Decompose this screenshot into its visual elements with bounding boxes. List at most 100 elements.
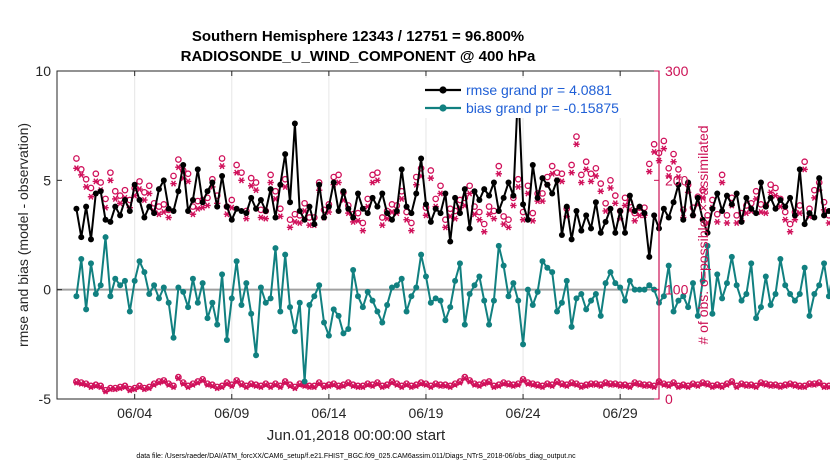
bias-point [748,260,755,267]
legend-rmse-marker [439,86,447,94]
bias-point [228,295,235,302]
obs-assimilated-point [121,383,129,391]
obs-assimilated-point [811,381,818,388]
bias-point [481,297,488,304]
obs-assimilated-point [500,380,507,387]
rmse-point [204,188,211,195]
obs-assimilated-point [782,216,789,223]
rmse-point [388,216,395,223]
obs-possible-point [718,171,726,179]
rmse-point [437,210,444,217]
rmse-point [311,221,318,228]
bias-point [602,280,609,287]
rmse-point [466,225,473,232]
obs-assimilated-point [320,383,328,391]
bias-point [185,304,192,311]
rmse-point [821,212,828,219]
obs-assimilated-point [194,379,201,386]
obs-assimilated-point [218,383,226,391]
bias-point [685,304,692,311]
obs-possible-point [602,199,609,207]
bias-point [97,282,104,289]
rmse-point [97,188,104,195]
rmse-point [680,216,687,223]
rmse-point [170,207,177,214]
bias-point [665,262,672,269]
obs-assimilated-point [272,381,279,388]
obs-assimilated-point [757,380,765,387]
obs-possible-point [77,166,85,173]
rmse-point [573,207,580,214]
rmse-point [418,155,425,162]
bias-point [325,332,332,339]
legend-bias-marker [439,104,447,112]
bias-point [791,297,798,304]
obs-possible-point [485,203,493,210]
rmse-point [257,197,264,204]
obs-possible-point [184,170,192,178]
obs-assimilated-point [354,217,362,224]
bias-point [330,306,337,313]
obs-assimilated-point [578,383,585,391]
rmse-point [272,214,279,221]
bias-point [486,321,493,328]
bias-point [267,295,274,302]
bias-point [806,312,813,319]
bias-point [554,308,561,315]
bias-point [626,277,633,284]
obs-possible-point [408,219,415,227]
bias-point [199,280,206,287]
rmse-point [723,192,730,199]
obs-assimilated-point [592,172,600,180]
bias-point [432,295,439,302]
rmse-point [714,190,721,197]
rmse-point [704,229,711,236]
obs-assimilated-point [238,381,245,388]
rmse-point [607,205,614,212]
rmse-point [476,197,483,204]
bias-point [592,291,599,298]
bias-line [75,236,830,383]
rmse-point [490,179,497,186]
obs-assimilated-point [670,158,677,165]
obs-possible-point [218,155,226,162]
y-right-tick-label: 300 [665,63,689,79]
obs-assimilated-point [92,178,100,185]
bias-point [762,273,769,280]
obs-possible-point [820,198,828,206]
obs-assimilated-point [199,377,206,384]
obs-assimilated-point [214,384,221,392]
obs-assimilated-point [112,195,119,203]
obs-assimilated-point [291,384,299,392]
obs-possible-point [427,167,435,174]
obs-possible-point [660,137,668,145]
obs-possible-point [111,187,119,195]
obs-possible-point [495,162,503,170]
obs-possible-point [466,182,474,190]
bias-point [141,269,148,276]
obs-assimilated-point [160,378,168,385]
bias-point [578,291,585,298]
obs-assimilated-point [374,380,381,387]
bias-point [757,304,764,311]
rmse-point [665,214,672,221]
bias-point [364,288,371,295]
obs-assimilated-point [582,382,590,390]
obs-possible-point [145,182,153,190]
bias-point [738,297,745,304]
obs-possible-point [170,382,177,390]
obs-assimilated-point [359,383,367,391]
rmse-point [199,199,206,206]
obs-possible-point [272,187,279,195]
rmse-point [520,201,527,208]
bias-point [384,301,391,308]
rmse-point [544,181,551,188]
obs-assimilated-point [175,164,182,171]
obs-assimilated-point [675,383,682,391]
obs-assimilated-point [762,210,770,217]
bias-point [699,277,706,284]
rmse-point [219,172,226,179]
bias-point [272,245,279,252]
bias-point [490,297,497,304]
rmse-point [694,194,701,201]
